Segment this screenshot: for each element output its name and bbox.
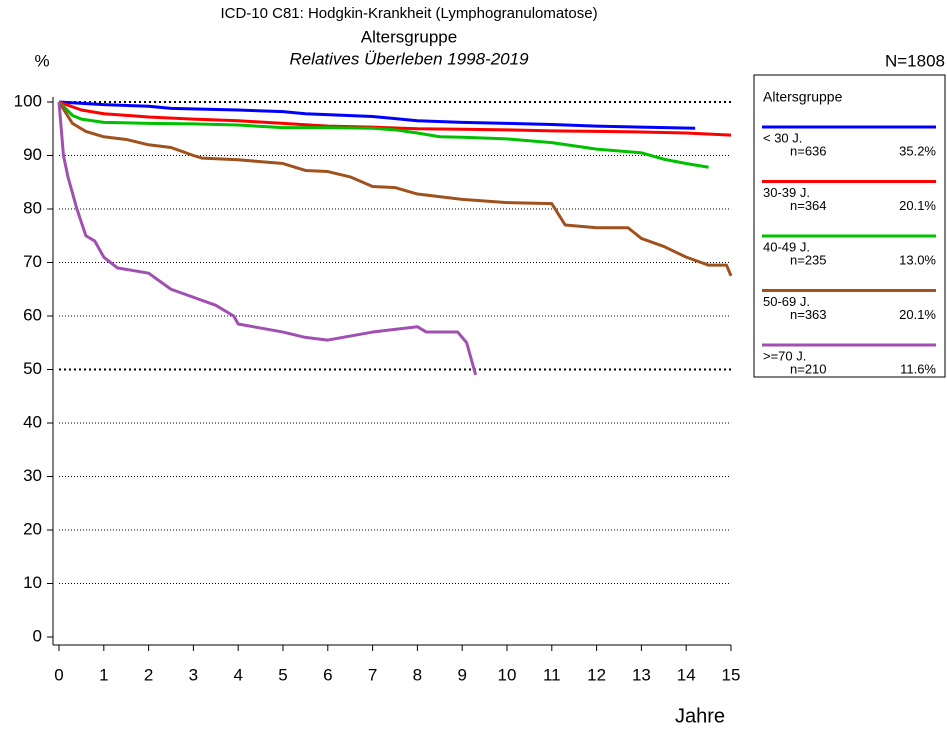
y-tick-label: 40	[23, 412, 42, 431]
legend-share: 20.1%	[899, 307, 936, 322]
legend-box	[753, 74, 946, 378]
x-tick-label: 15	[722, 665, 741, 684]
y-tick-label: 70	[23, 252, 42, 271]
y-tick-label: 30	[23, 466, 42, 485]
x-axis-label: Jahre	[675, 705, 725, 727]
x-tick-label: 6	[323, 665, 332, 684]
x-tick-label: 3	[189, 665, 198, 684]
chart-subtitle: Altersgruppe	[361, 27, 457, 46]
x-tick-label: 10	[498, 665, 517, 684]
legend-n: n=235	[790, 252, 827, 267]
x-tick-label: 4	[233, 665, 242, 684]
chart-title: ICD-10 C81: Hodgkin-Krankheit (Lymphogra…	[220, 5, 597, 22]
legend-label: < 30 J.	[763, 130, 802, 145]
y-tick-label: 80	[23, 198, 42, 217]
y-tick-label: 90	[23, 145, 42, 164]
y-tick-label: 0	[33, 626, 42, 645]
y-axis-label: %	[34, 51, 49, 70]
legend-n: n=363	[790, 307, 827, 322]
x-tick-label: 14	[677, 665, 696, 684]
series-line	[57, 101, 478, 376]
x-tick-label: 1	[99, 665, 108, 684]
x-tick-label: 12	[587, 665, 606, 684]
y-tick-label: 50	[23, 359, 42, 378]
series-line	[58, 100, 696, 130]
legend-label: 40-49 J.	[763, 239, 810, 254]
legend-share: 11.6%	[900, 361, 936, 376]
y-tick-label: 20	[23, 519, 42, 538]
x-tick-label: 0	[54, 665, 63, 684]
n-total: N=1808	[885, 51, 945, 70]
legend-label: 30-39 J.	[763, 185, 810, 200]
x-tick-label: 2	[144, 665, 153, 684]
legend-label: 50-69 J.	[763, 294, 810, 309]
x-tick-label: 8	[413, 665, 422, 684]
x-tick-label: 11	[543, 665, 561, 684]
series-line	[57, 101, 733, 277]
y-tick-label: 10	[23, 573, 42, 592]
legend-share: 13.0%	[899, 252, 936, 267]
legend-share: 20.1%	[899, 198, 936, 213]
chart-subtitle: Relatives Überleben 1998-2019	[289, 49, 529, 68]
legend-n: n=636	[790, 143, 827, 158]
x-tick-label: 5	[278, 665, 287, 684]
x-tick-label: 7	[368, 665, 377, 684]
legend-share: 35.2%	[899, 143, 936, 158]
x-tick-label: 9	[457, 665, 466, 684]
legend-label: >=70 J.	[763, 348, 806, 363]
y-tick-label: 60	[23, 305, 42, 324]
legend-title: Altersgruppe	[763, 89, 843, 105]
x-tick-label: 13	[632, 665, 651, 684]
legend-n: n=364	[790, 198, 827, 213]
legend-n: n=210	[790, 361, 827, 376]
y-tick-label: 100	[14, 91, 42, 110]
series-line	[57, 100, 709, 169]
